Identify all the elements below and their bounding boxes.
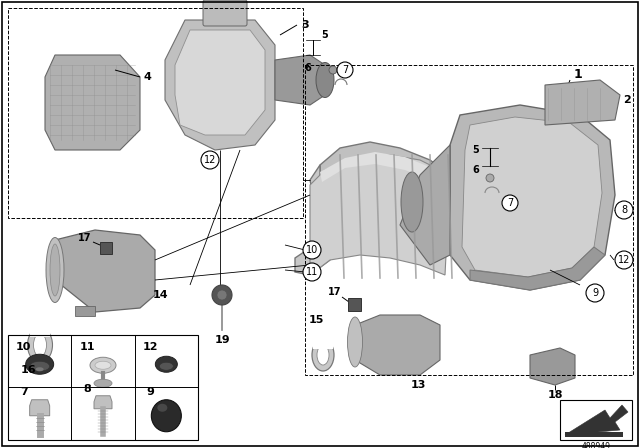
Ellipse shape	[26, 354, 54, 374]
Ellipse shape	[212, 285, 232, 305]
Polygon shape	[545, 80, 620, 125]
Polygon shape	[462, 117, 602, 277]
Text: 4: 4	[143, 72, 151, 82]
Polygon shape	[450, 105, 615, 290]
Text: 8: 8	[83, 384, 91, 394]
Circle shape	[586, 284, 604, 302]
Polygon shape	[295, 165, 340, 275]
Text: 3: 3	[301, 20, 309, 30]
Bar	[30, 325, 50, 337]
Bar	[8, 335, 198, 440]
Ellipse shape	[156, 356, 177, 372]
Polygon shape	[175, 30, 265, 135]
Text: 11: 11	[79, 342, 95, 352]
Polygon shape	[470, 247, 605, 290]
Text: 10: 10	[16, 342, 31, 352]
Ellipse shape	[90, 357, 116, 373]
Text: 6: 6	[305, 63, 312, 73]
Text: 17: 17	[328, 287, 342, 297]
Text: 8: 8	[621, 205, 627, 215]
Bar	[100, 242, 112, 254]
Polygon shape	[55, 230, 155, 312]
Ellipse shape	[94, 379, 112, 387]
Circle shape	[502, 195, 518, 211]
Ellipse shape	[312, 339, 334, 371]
Circle shape	[337, 62, 353, 78]
Text: 7: 7	[20, 387, 28, 397]
Bar	[348, 298, 361, 311]
Text: 18: 18	[547, 390, 563, 400]
Polygon shape	[320, 142, 450, 195]
Text: 488949: 488949	[582, 442, 611, 448]
Polygon shape	[45, 55, 140, 150]
Text: 1: 1	[573, 69, 582, 82]
Text: 19: 19	[214, 335, 230, 345]
Polygon shape	[565, 405, 628, 435]
Circle shape	[303, 263, 321, 281]
Ellipse shape	[36, 367, 44, 371]
Ellipse shape	[401, 172, 423, 232]
Polygon shape	[400, 145, 450, 265]
Text: 17: 17	[78, 233, 92, 243]
Ellipse shape	[29, 361, 50, 371]
Bar	[8, 8, 303, 218]
Text: 6: 6	[472, 165, 479, 175]
Polygon shape	[94, 396, 112, 409]
Polygon shape	[320, 152, 432, 182]
Ellipse shape	[46, 237, 64, 302]
Text: 11: 11	[306, 267, 318, 277]
Polygon shape	[355, 315, 440, 375]
Text: 9: 9	[592, 288, 598, 298]
Polygon shape	[310, 155, 450, 275]
Polygon shape	[530, 348, 575, 385]
Circle shape	[329, 66, 337, 74]
Circle shape	[615, 201, 633, 219]
Text: 14: 14	[152, 290, 168, 300]
Circle shape	[486, 174, 494, 182]
Polygon shape	[275, 55, 325, 105]
Text: 7: 7	[342, 65, 348, 75]
Ellipse shape	[317, 345, 329, 365]
Circle shape	[615, 251, 633, 269]
Text: 9: 9	[147, 387, 154, 397]
Ellipse shape	[159, 362, 173, 370]
Bar	[313, 335, 333, 349]
Ellipse shape	[151, 400, 181, 432]
Circle shape	[201, 151, 219, 169]
FancyBboxPatch shape	[203, 0, 247, 26]
Ellipse shape	[157, 404, 167, 412]
Ellipse shape	[50, 244, 60, 296]
Polygon shape	[29, 400, 50, 416]
Text: 5: 5	[322, 30, 328, 40]
Text: 12: 12	[204, 155, 216, 165]
Text: 16: 16	[20, 365, 36, 375]
Bar	[560, 400, 632, 440]
Text: 12: 12	[143, 342, 158, 352]
Bar	[305, 65, 633, 375]
Ellipse shape	[316, 63, 334, 98]
Polygon shape	[165, 20, 275, 150]
Bar	[75, 306, 95, 316]
Ellipse shape	[95, 361, 111, 369]
Text: 5: 5	[472, 145, 479, 155]
Text: 10: 10	[306, 245, 318, 255]
Ellipse shape	[217, 290, 227, 300]
Ellipse shape	[33, 333, 47, 357]
Text: 2: 2	[623, 95, 631, 105]
Text: 15: 15	[308, 315, 324, 325]
Ellipse shape	[348, 317, 362, 367]
Ellipse shape	[28, 327, 52, 362]
Text: 7: 7	[507, 198, 513, 208]
Bar	[565, 432, 623, 437]
Text: 13: 13	[410, 380, 426, 390]
Text: 12: 12	[618, 255, 630, 265]
Circle shape	[303, 241, 321, 259]
